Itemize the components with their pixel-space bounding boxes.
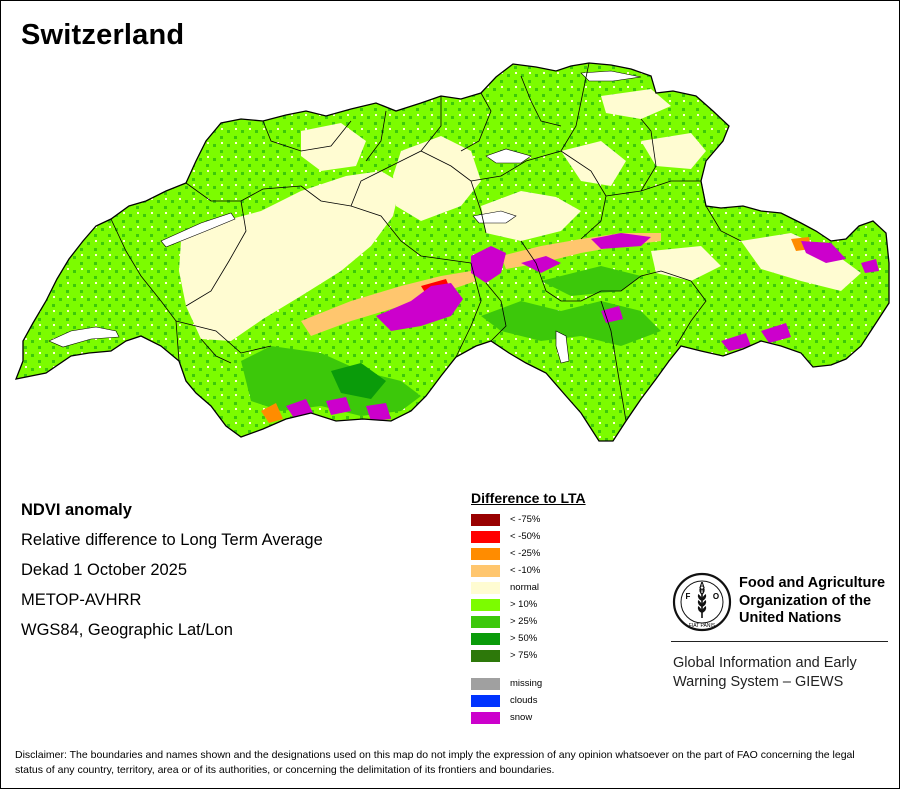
emblem-motto: FIAT PANIS — [689, 623, 716, 629]
fao-emblem-icon: F A O FIAT PANIS — [672, 572, 732, 632]
legend-swatch — [471, 632, 500, 645]
legend-label: snow — [510, 712, 533, 723]
legend-row-2: < -25% — [471, 547, 540, 560]
map-title: Switzerland — [21, 19, 185, 51]
legend-label: > 25% — [510, 616, 538, 627]
legend-row-4: normal — [471, 581, 539, 594]
legend-row-8: > 75% — [471, 649, 537, 662]
legend-swatch — [471, 615, 500, 628]
legend-row-3: < -10% — [471, 564, 540, 577]
legend-row-1: < -50% — [471, 530, 540, 543]
emblem-letter-o: O — [713, 592, 719, 601]
legend-extra-row-0: missing — [471, 677, 542, 690]
legend-label: > 75% — [510, 650, 538, 661]
legend-label: normal — [510, 582, 540, 593]
legend-extra-row-2: snow — [471, 711, 532, 724]
legend-label: < -50% — [510, 531, 541, 542]
legend-label: < -10% — [510, 565, 541, 576]
legend-swatch — [471, 530, 500, 543]
legend-label: < -75% — [510, 514, 541, 525]
legend-label: > 50% — [510, 633, 538, 644]
info-line-sensor: METOP-AVHRR — [21, 591, 142, 609]
legend-swatch — [471, 694, 500, 707]
ndvi-map — [15, 62, 890, 442]
legend-swatch — [471, 598, 500, 611]
legend-swatch — [471, 711, 500, 724]
map-info: NDVI anomaly Relative difference to Long… — [21, 495, 323, 645]
info-line-period: Dekad 1 October 2025 — [21, 561, 188, 579]
legend: Difference to LTA < -75% < -50% < -25% < -1… — [471, 490, 631, 724]
info-headline: NDVI anomaly — [21, 501, 132, 519]
legend-swatch — [471, 547, 500, 560]
legend-swatch — [471, 564, 500, 577]
fao-name: Food and Agriculture Organization of the… — [739, 575, 886, 626]
legend-row-6: > 25% — [471, 615, 537, 628]
legend-title: Difference to LTA — [471, 490, 586, 506]
giews-name: Global Information and Early Warning Sys… — [673, 655, 857, 690]
fao-divider — [671, 641, 888, 642]
disclaimer: Disclaimer: The boundaries and names sho… — [15, 749, 855, 776]
legend-swatch — [471, 513, 500, 526]
legend-row-7: > 50% — [471, 632, 537, 645]
emblem-letter-a: A — [699, 581, 705, 590]
legend-label: clouds — [510, 695, 538, 706]
legend-label: < -25% — [510, 548, 541, 559]
legend-label: > 10% — [510, 599, 538, 610]
legend-swatch — [471, 677, 500, 690]
legend-row-5: > 10% — [471, 598, 537, 611]
info-line-projection: WGS84, Geographic Lat/Lon — [21, 621, 233, 639]
legend-extra-row-1: clouds — [471, 694, 537, 707]
legend-row-0: < -75% — [471, 513, 540, 526]
info-line-description: Relative difference to Long Term Average — [21, 531, 323, 549]
emblem-letter-f: F — [686, 592, 691, 601]
legend-swatch — [471, 581, 500, 594]
legend-swatch — [471, 649, 500, 662]
legend-label: missing — [510, 678, 543, 689]
